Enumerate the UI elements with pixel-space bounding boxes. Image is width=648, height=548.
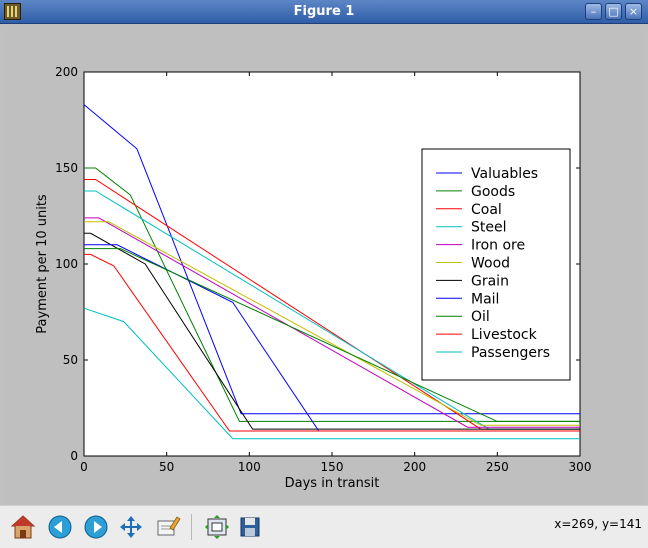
title-bar: Figure 1 – □ × — [0, 0, 648, 24]
legend-box — [421, 148, 571, 381]
x-tick-label: 100 — [238, 460, 261, 474]
series-line-8 — [84, 248, 580, 422]
y-tick-label: 100 — [55, 257, 78, 271]
home-icon[interactable] — [10, 514, 36, 540]
legend-entry: Coal — [471, 202, 502, 218]
subplots-icon[interactable] — [204, 514, 230, 540]
legend-entry: Oil — [471, 309, 490, 325]
line-chart: 0 50 100 150 200 250 300 0 50 100 150 200 Days in t… — [35, 65, 592, 491]
y-tick-label: 50 — [63, 353, 78, 367]
maximize-button[interactable]: □ — [605, 3, 622, 20]
legend: Valuables Goods Coal Steel Iron ore WoodGrain… — [421, 148, 571, 381]
navigation-toolbar: x=269, y=141 — [0, 505, 648, 548]
x-tick-label: 150 — [321, 460, 344, 474]
x-tick-label: 300 — [569, 460, 592, 474]
y-tick-label: 200 — [55, 65, 78, 79]
toolbar-separator — [191, 514, 192, 540]
legend-entry: Mail — [471, 291, 499, 307]
save-icon[interactable] — [237, 514, 263, 540]
series-line-4 — [84, 217, 580, 428]
back-icon[interactable] — [47, 514, 73, 540]
x-axis-label: Days in transit — [285, 476, 380, 491]
x-tick-label: 250 — [486, 460, 509, 474]
close-button[interactable]: × — [625, 3, 642, 20]
x-tick-label: 50 — [159, 460, 174, 474]
legend-entry: Grain — [471, 273, 509, 289]
series-line-10 — [83, 307, 580, 440]
y-tick-label: 150 — [55, 161, 78, 175]
legend-entry: Livestock — [471, 327, 538, 343]
app-icon — [4, 3, 21, 20]
legend-entry: Passengers — [471, 345, 550, 361]
cursor-coordinates: x=269, y=141 — [554, 517, 642, 531]
series-line-1 — [84, 167, 580, 422]
legend-entry: Goods — [471, 184, 515, 200]
series-line-0 — [83, 104, 580, 415]
y-axis-label: Payment per 10 units — [35, 194, 50, 334]
forward-icon[interactable] — [83, 514, 109, 540]
legend-entry: Valuables — [471, 166, 538, 182]
window-title: Figure 1 — [293, 4, 355, 19]
legend-entry: Iron ore — [471, 238, 525, 254]
figure-canvas: 0 50 100 150 200 250 300 0 50 100 150 200 Days in t… — [6, 25, 642, 505]
legend-entry: Steel — [471, 220, 507, 236]
series-line-5 — [84, 221, 580, 426]
minimize-button[interactable]: – — [585, 3, 602, 20]
y-tick-label: 0 — [70, 449, 78, 463]
legend-entry: Wood — [471, 256, 510, 272]
x-tick-label: 0 — [80, 460, 88, 474]
zoom-rect-icon[interactable] — [155, 514, 181, 540]
pan-icon[interactable] — [118, 514, 144, 540]
x-tick-label: 200 — [403, 460, 426, 474]
series-line-9 — [84, 253, 580, 432]
series-line-6 — [84, 232, 580, 430]
